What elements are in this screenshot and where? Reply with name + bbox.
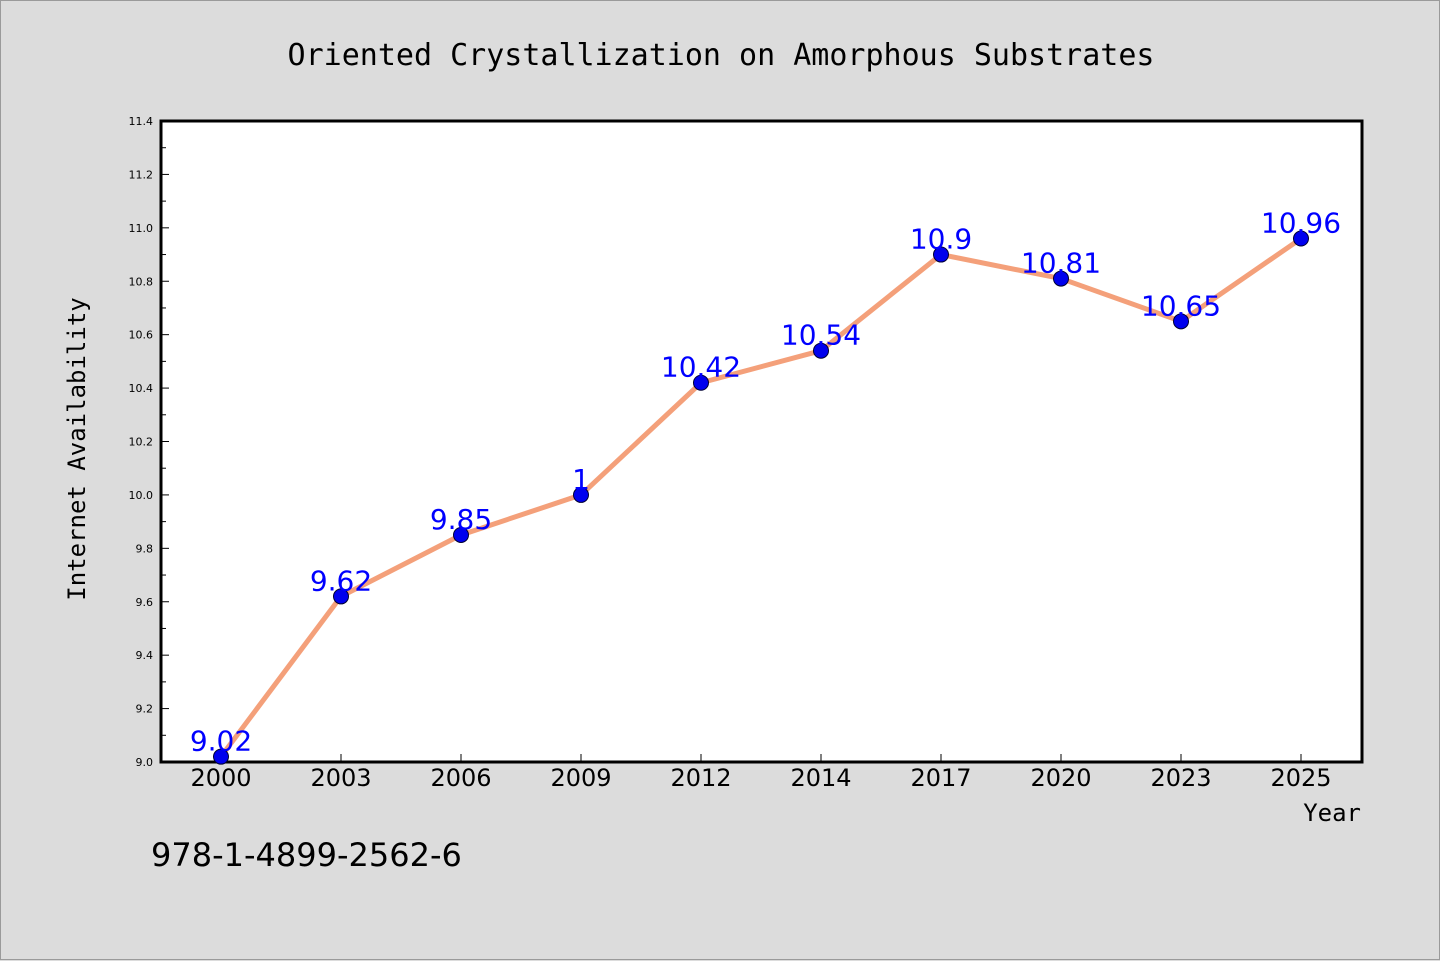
series-line (218, 236, 1304, 760)
data-label-layer: 9.02 9.62 9.85 1 10.42 10.54 10.9 10.81 10.65 10.… (190, 207, 1341, 758)
data-point (453, 526, 469, 543)
y-tick-label: 11.2 (129, 168, 154, 181)
y-tick-label: 10.2 (129, 436, 154, 449)
x-tick-label: 2000 (190, 764, 251, 792)
data-point (693, 374, 709, 391)
x-axis: 2000 2003 2006 2009 2012 2014 2017 2020 2023 2025 (190, 754, 1332, 792)
y-tick-label: 10.6 (129, 329, 154, 342)
data-point (1293, 230, 1309, 247)
data-label: 10.54 (781, 319, 861, 352)
y-tick-label: 10.0 (129, 489, 154, 502)
x-tick-label: 2020 (1030, 764, 1091, 792)
data-label: 1 (572, 463, 590, 496)
y-tick-label: 9.4 (136, 649, 154, 662)
y-tick-label: 9.6 (136, 596, 154, 609)
data-label: 10.65 (1141, 289, 1221, 322)
data-point (1053, 270, 1069, 287)
x-axis-label: Year (1303, 799, 1361, 827)
x-tick-label: 2003 (310, 764, 371, 792)
data-point (333, 588, 349, 605)
y-tick-label: 9.8 (136, 542, 154, 555)
data-point (933, 246, 949, 263)
x-tick-label: 2014 (790, 764, 851, 792)
y-tick-label: 10.8 (129, 275, 154, 288)
data-label: 10.96 (1261, 207, 1341, 240)
y-tick-label: 10.4 (129, 382, 154, 395)
series-layer (213, 230, 1309, 765)
x-tick-label: 2009 (550, 764, 611, 792)
y-tick-label: 11.4 (129, 115, 154, 128)
data-label: 10.81 (1021, 247, 1101, 280)
x-tick-label: 2023 (1150, 764, 1211, 792)
data-point (573, 486, 589, 503)
data-label: 10.42 (661, 351, 741, 384)
data-label: 9.85 (430, 503, 492, 536)
y-axis-label: Internet Availability (63, 297, 91, 600)
data-label: 9.02 (190, 725, 252, 758)
y-axis: 9.0 9.2 9.4 9.6 9.8 10.0 10.2 10.4 10.6 10.8 11.0 1… (129, 115, 169, 769)
data-label: 9.62 (310, 564, 372, 597)
x-tick-label: 2006 (430, 764, 491, 792)
y-tick-label: 11.0 (129, 222, 154, 235)
data-point (1173, 313, 1189, 330)
footer-code: 978-1-4899-2562-6 (151, 836, 462, 874)
y-tick-label: 9.2 (136, 703, 154, 716)
x-tick-label: 2012 (670, 764, 731, 792)
x-tick-label: 2017 (910, 764, 971, 792)
data-label: 10.9 (910, 223, 972, 256)
x-tick-label: 2025 (1270, 764, 1331, 792)
plot-area (159, 119, 1364, 764)
data-point (813, 342, 829, 359)
y-tick-label: 9.0 (136, 756, 154, 769)
data-point (213, 748, 229, 765)
chart-title: Oriented Crystallization on Amorphous Su… (288, 38, 1155, 73)
